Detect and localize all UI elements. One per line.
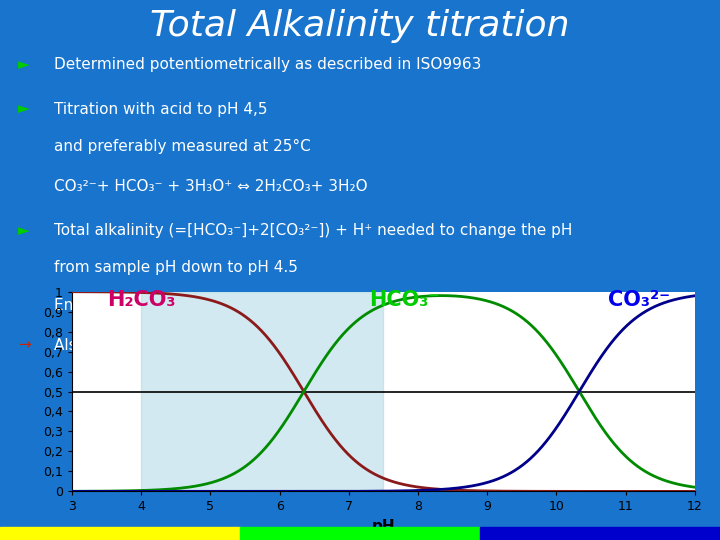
Text: Determined potentiometrically as described in ISO9963: Determined potentiometrically as describ… (54, 57, 482, 72)
Text: CO₃²⁻+ HCO₃⁻ + 3H₃O⁺ ⇔ 2H₂CO₃+ 3H₂O: CO₃²⁻+ HCO₃⁻ + 3H₃O⁺ ⇔ 2H₂CO₃+ 3H₂O (54, 179, 368, 194)
Text: HCO₃⁻: HCO₃⁻ (369, 290, 439, 310)
Bar (240, 526, 480, 540)
Text: Titration with acid to pH 4,5: Titration with acid to pH 4,5 (54, 102, 268, 117)
Text: CO₃²⁻: CO₃²⁻ (608, 290, 670, 310)
Text: H₂CO₃: H₂CO₃ (107, 290, 176, 310)
Text: →: → (18, 338, 31, 353)
Bar (0, 526, 240, 540)
Text: ►: ► (18, 57, 30, 72)
Bar (141, 292, 383, 491)
Bar (480, 526, 720, 540)
Text: from sample pH down to pH 4.5: from sample pH down to pH 4.5 (54, 260, 298, 275)
Text: Endpoint in the acid range: Endpoint in the acid range (54, 298, 257, 313)
Text: Total Alkalinity titration: Total Alkalinity titration (150, 9, 570, 43)
X-axis label: pH: pH (372, 519, 395, 534)
Text: Also other weak acids (A⁻, Al(OH)ₙ³⁻ⁿ): Also other weak acids (A⁻, Al(OH)ₙ³⁻ⁿ) (54, 338, 343, 353)
Text: ►: ► (18, 223, 30, 238)
Text: ►: ► (18, 102, 30, 117)
Text: Total alkalinity (=[HCO₃⁻]+2[CO₃²⁻]) + H⁺ needed to change the pH: Total alkalinity (=[HCO₃⁻]+2[CO₃²⁻]) + H… (54, 223, 572, 238)
Text: and preferably measured at 25°C: and preferably measured at 25°C (54, 139, 311, 154)
